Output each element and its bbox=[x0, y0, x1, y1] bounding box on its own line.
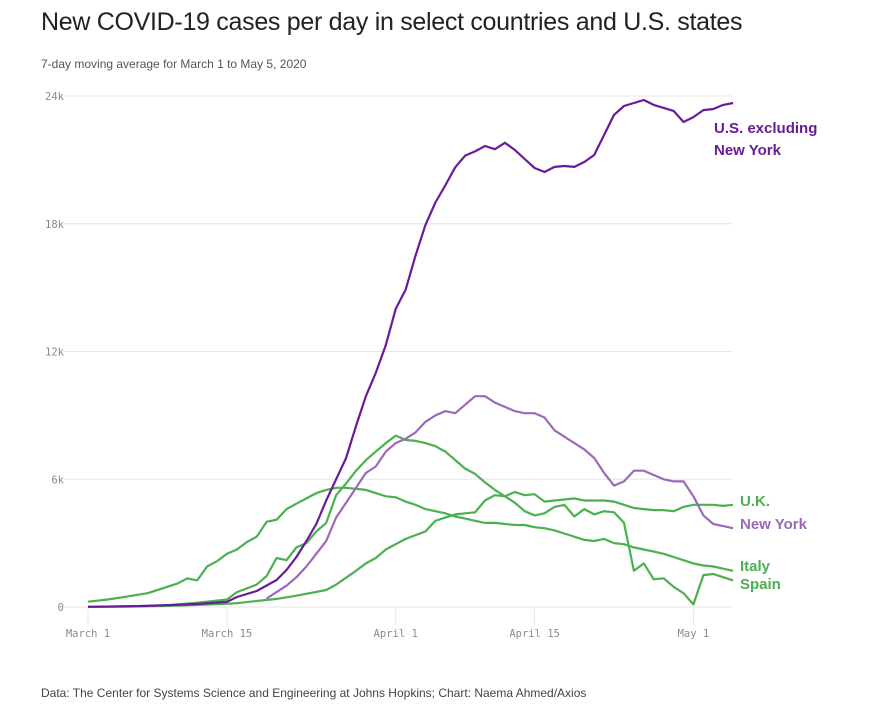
series-lines bbox=[87, 98, 734, 608]
x-tick-label: May 1 bbox=[678, 628, 710, 640]
x-tick-label: April 15 bbox=[509, 628, 560, 640]
series-label-us-excluding-ny: U.S. excluding bbox=[714, 120, 817, 137]
series-line-us-excluding-ny bbox=[87, 98, 734, 608]
chart-subtitle: 7-day moving average for March 1 to May … bbox=[41, 57, 307, 71]
y-tick-label: 0 bbox=[58, 602, 64, 614]
series-labels: U.S. excluding New York New York U.K. SpainI… bbox=[714, 120, 817, 593]
series-label-new-york: New York bbox=[740, 516, 808, 533]
series-line-uk bbox=[87, 490, 734, 608]
x-axis: March 1 March 15 April 1 April 15 May 1 bbox=[66, 609, 709, 640]
y-tick-label: 24k bbox=[45, 91, 65, 103]
x-tick-label: April 1 bbox=[374, 628, 418, 640]
series-line-new-york bbox=[266, 395, 734, 600]
series-label-italy: Italy bbox=[740, 558, 771, 575]
series-line-spain bbox=[87, 434, 734, 608]
series-label-uk: U.K. bbox=[740, 493, 770, 510]
series-line-italy bbox=[87, 486, 734, 603]
y-axis: 0 6k 12k 18k 24k bbox=[45, 91, 65, 614]
y-tick-label: 12k bbox=[45, 347, 65, 359]
line-chart: March 1 March 15 April 1 April 15 May 1 0 6k 1… bbox=[45, 91, 817, 640]
source-note: Data: The Center for Systems Science and… bbox=[41, 686, 587, 700]
series-label-spain: Spain bbox=[740, 576, 781, 593]
chart-title: New COVID-19 cases per day in select cou… bbox=[41, 8, 743, 36]
gridlines bbox=[64, 95, 732, 608]
x-tick-label: March 1 bbox=[66, 628, 110, 640]
series-label-us-excluding-ny: New York bbox=[714, 142, 782, 159]
x-tick-label: March 15 bbox=[202, 628, 253, 640]
y-tick-label: 6k bbox=[51, 474, 64, 486]
y-tick-label: 18k bbox=[45, 219, 65, 231]
